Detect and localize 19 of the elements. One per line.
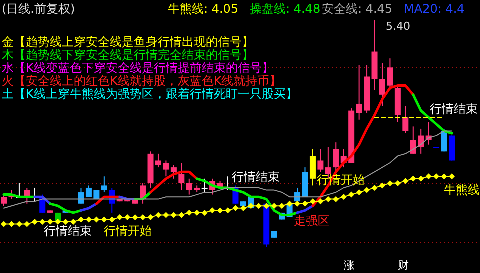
annotation: 土【K线上穿牛熊线为强势区，跟着行情死盯一只股买】 [2,87,298,101]
annotation: 走强区 [294,214,330,228]
annotation: 金【趋势线上穿安全线是鱼身行情出现的信号】 [2,35,254,49]
text: 牛熊线: 4.05 [168,2,239,16]
text: 操盘线: 4.48 [250,2,321,16]
text: 涨 [344,259,355,272]
annotation: 行情结束 [232,170,280,184]
annotation: 行情结束 [430,102,478,116]
text: MA20: 4.4 [404,2,465,16]
chart-title: (日线.前复权) [2,2,76,16]
text: 财 [398,259,409,272]
annotation: 行情结束 [44,224,92,238]
annotation: 5.40 [386,20,410,33]
annotation: 火【安全线上的红色K线就持股，灰蓝色K线就持币】 [2,74,282,88]
annotation: 牛熊线 [444,183,480,197]
annotation: 木【趋势线下穿安全线是行情完全结束的信号】 [2,48,254,62]
text: 安全线: 4.45 [322,2,393,16]
annotation: 水【K线变蓝色下穿安全线是行情提前结束的信号】 [2,61,274,75]
annotation: 行情开始 [104,224,152,238]
